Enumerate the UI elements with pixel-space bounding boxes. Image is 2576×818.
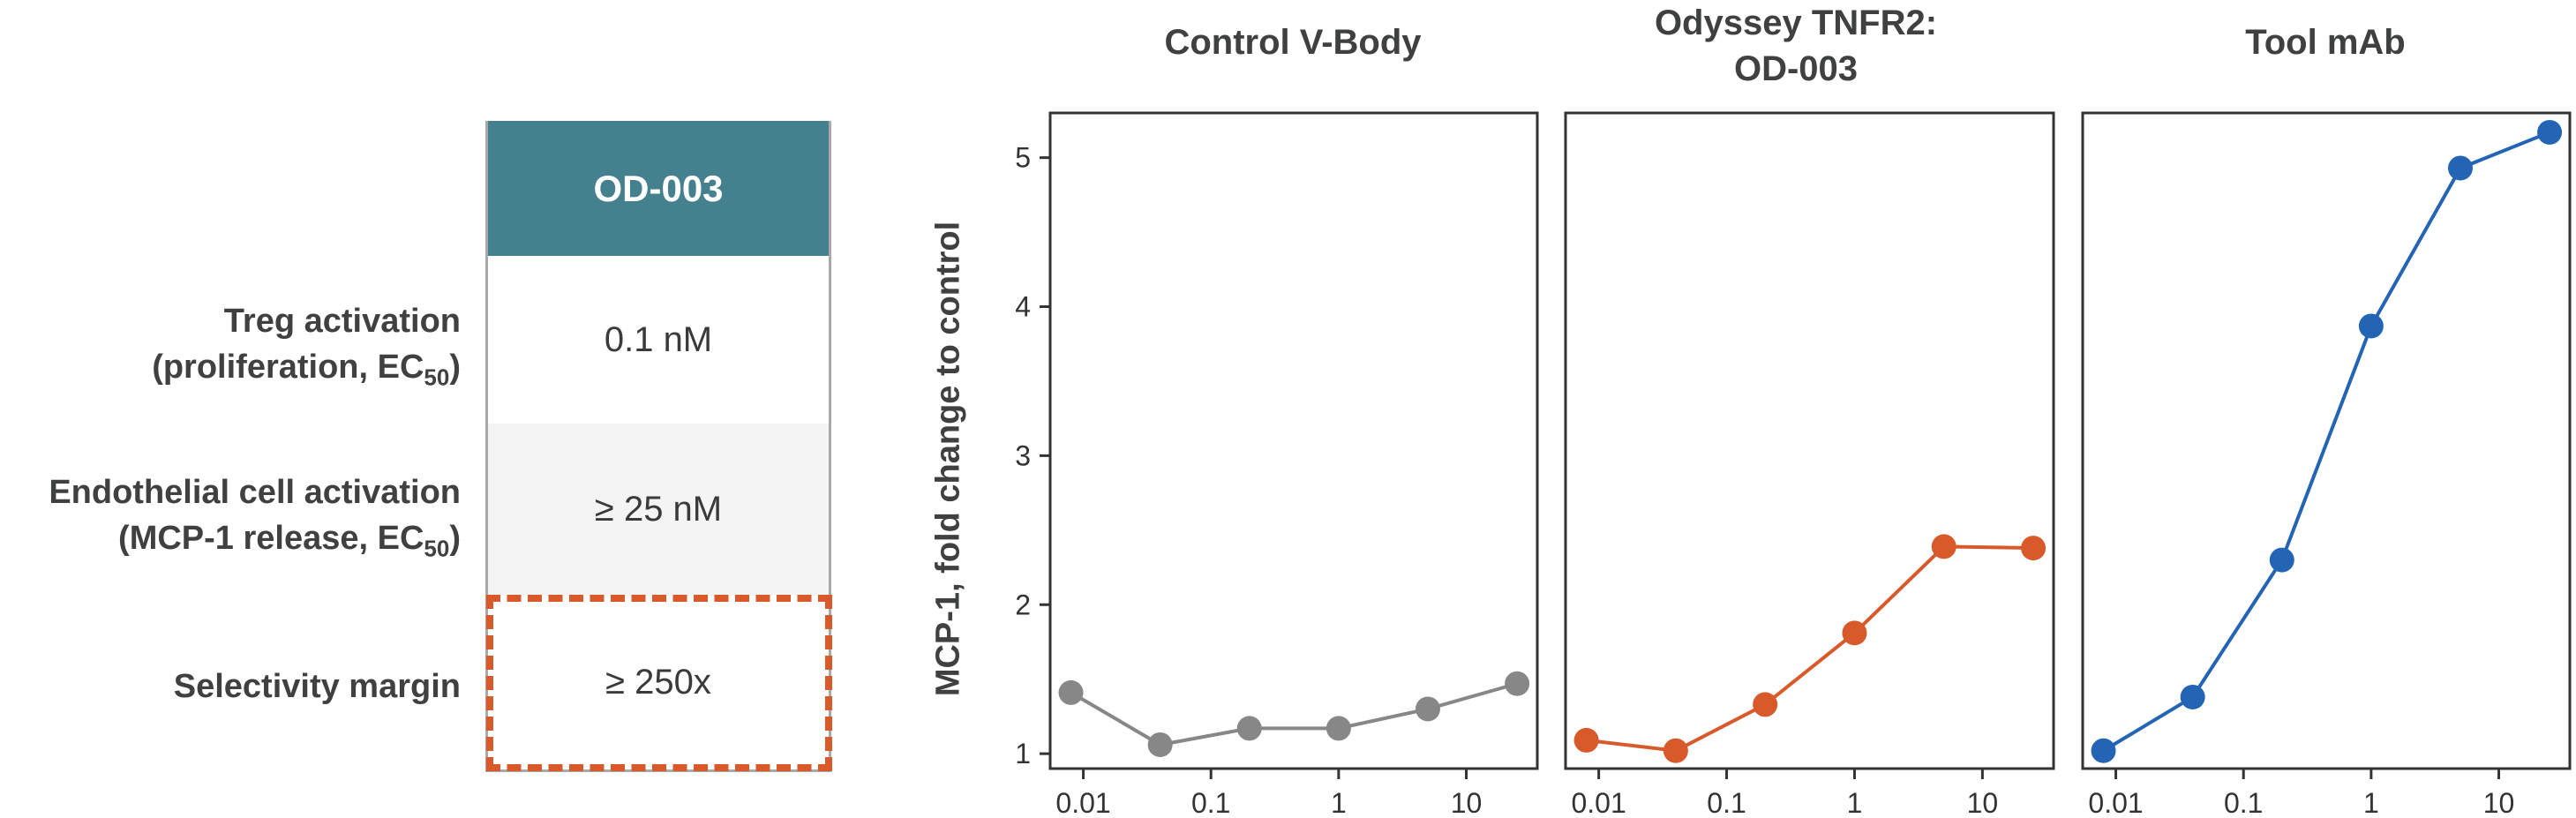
data-point-1-0 bbox=[1573, 727, 1599, 753]
row-label-selectivity: Selectivity margin bbox=[174, 664, 461, 709]
series-line-0 bbox=[1070, 681, 1518, 747]
data-point-0-2 bbox=[1236, 716, 1262, 741]
row-label-treg-line1: Treg activation bbox=[223, 303, 461, 340]
cell-treg-value: 0.1 nM bbox=[604, 319, 713, 359]
x-tick-label-1-2: 1 bbox=[1847, 787, 1863, 818]
data-point-0-0 bbox=[1058, 679, 1084, 705]
data-point-0-5 bbox=[1505, 671, 1530, 696]
data-point-1-4 bbox=[1931, 534, 1956, 559]
x-tick-label-2-0: 0.01 bbox=[2088, 787, 2143, 818]
y-tick-label-3: 4 bbox=[1015, 291, 1031, 323]
y-tick-label-0: 1 bbox=[1015, 738, 1031, 769]
cell-endothelial-value: ≥ 25 nM bbox=[488, 424, 829, 596]
chart-title-od003-line2: OD-003 bbox=[1733, 49, 1859, 88]
chart-frame-0 bbox=[1048, 111, 1539, 770]
y-tick-label-1: 2 bbox=[1015, 589, 1031, 620]
row-labels: Treg activation (proliferation, EC50) En… bbox=[0, 0, 461, 818]
chart-frame-1 bbox=[1564, 111, 2055, 770]
chart-title-toolmab: Tool mAb bbox=[2083, 19, 2568, 65]
series-line-2 bbox=[2102, 131, 2550, 753]
row-label-treg-line2: (proliferation, EC50) bbox=[152, 344, 461, 401]
x-tick-label-2-1: 0.1 bbox=[2224, 787, 2263, 818]
x-tick-label-2-3: 10 bbox=[2483, 787, 2515, 818]
row-label-endothelial-line2-main: (MCP-1 release, EC bbox=[118, 520, 424, 557]
row-label-treg-sub: 50 bbox=[424, 364, 450, 391]
table-header: OD-003 bbox=[488, 121, 829, 256]
row-label-endothelial-sub: 50 bbox=[424, 535, 450, 562]
row-label-treg-end: ) bbox=[449, 349, 461, 386]
x-tick-label-0-2: 1 bbox=[1331, 787, 1347, 818]
data-point-2-4 bbox=[2447, 155, 2473, 181]
chart-title-control-line1: Control V-Body bbox=[1164, 23, 1422, 62]
data-point-2-3 bbox=[2358, 313, 2384, 339]
row-label-selectivity-text: Selectivity margin bbox=[173, 668, 461, 705]
y-tick-label-2: 3 bbox=[1015, 439, 1031, 471]
chart-title-toolmab-line1: Tool mAb bbox=[2245, 23, 2406, 62]
data-point-2-5 bbox=[2537, 119, 2563, 145]
chart-title-od003: Odyssey TNFR2: OD-003 bbox=[1571, 0, 2021, 92]
cell-selectivity-value: ≥ 250x bbox=[605, 663, 711, 702]
data-point-1-1 bbox=[1663, 738, 1688, 763]
summary-table: OD-003 0.1 nM ≥ 25 nM ≥ 250x bbox=[485, 121, 831, 772]
x-tick-label-0-3: 10 bbox=[1451, 787, 1483, 818]
chart-title-control: Control V-Body bbox=[1050, 19, 1536, 65]
row-label-treg-line2-main: (proliferation, EC bbox=[152, 349, 424, 386]
chart-frame-2 bbox=[2081, 111, 2572, 770]
row-label-endothelial-end: ) bbox=[449, 520, 461, 557]
data-point-0-1 bbox=[1147, 732, 1173, 757]
series-line-1 bbox=[1586, 544, 2034, 753]
data-point-2-2 bbox=[2269, 547, 2294, 573]
row-label-endothelial-line2: (MCP-1 release, EC50) bbox=[49, 515, 461, 572]
x-tick-label-1-0: 0.01 bbox=[1571, 787, 1626, 818]
x-tick-label-2-2: 1 bbox=[2363, 787, 2379, 818]
data-point-1-3 bbox=[1842, 620, 1867, 646]
data-point-0-3 bbox=[1326, 716, 1351, 741]
row-label-endothelial-line1: Endothelial cell activation bbox=[49, 474, 461, 511]
x-tick-label-1-1: 0.1 bbox=[1707, 787, 1746, 818]
x-tick-label-1-3: 10 bbox=[1967, 787, 1999, 818]
chart-title-od003-line1: Odyssey TNFR2: bbox=[1654, 4, 1938, 42]
x-tick-label-0-1: 0.1 bbox=[1191, 787, 1230, 818]
data-point-2-1 bbox=[2180, 684, 2205, 709]
data-point-2-0 bbox=[2091, 738, 2116, 763]
row-label-endothelial: Endothelial cell activation (MCP-1 relea… bbox=[49, 469, 461, 572]
y-tick-label-4: 5 bbox=[1015, 142, 1031, 174]
data-point-1-2 bbox=[1753, 692, 1778, 717]
x-tick-label-0-0: 0.01 bbox=[1055, 787, 1110, 818]
data-point-1-5 bbox=[2021, 536, 2047, 561]
data-point-0-4 bbox=[1415, 696, 1440, 722]
row-label-treg: Treg activation (proliferation, EC50) bbox=[152, 298, 461, 401]
selectivity-highlight-box bbox=[486, 595, 832, 771]
